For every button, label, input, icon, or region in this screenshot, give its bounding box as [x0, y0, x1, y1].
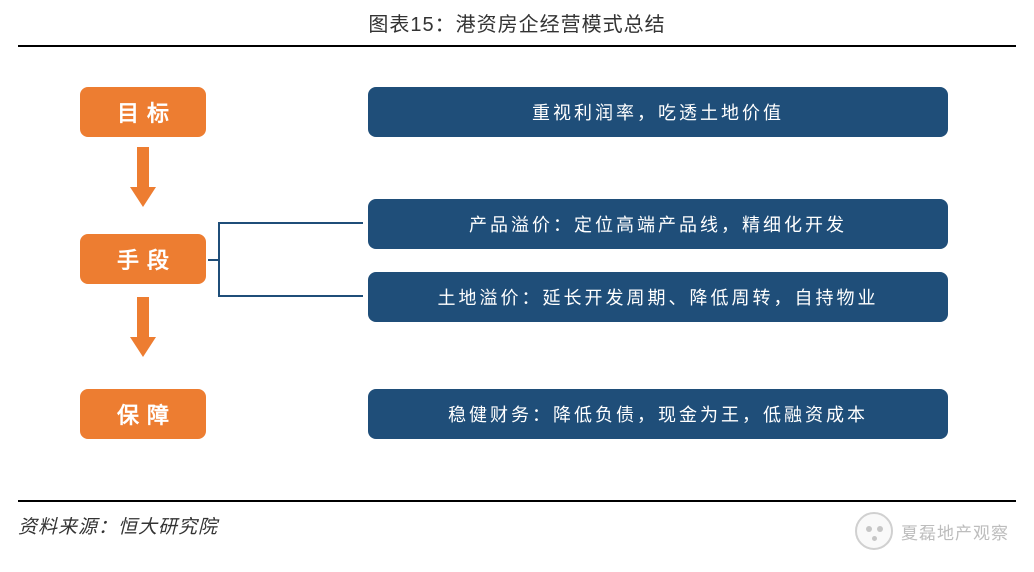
node-guarantee-desc: 稳健财务：降低负债，现金为王，低融资成本 [368, 389, 948, 439]
node-guarantee-label: 保障 [117, 398, 177, 430]
node-means-desc-a-text: 产品溢价：定位高端产品线，精细化开发 [469, 211, 847, 237]
watermark: 夏磊地产观察 [855, 512, 1009, 550]
wechat-icon [855, 512, 893, 550]
bracket-connector [218, 222, 363, 297]
arrow-down-icon [130, 297, 156, 357]
watermark-text: 夏磊地产观察 [901, 519, 1009, 544]
node-goal: 目标 [78, 85, 208, 139]
diagram-area: 目标 重视利润率，吃透土地价值 手段 产品溢价：定位高端产品线，精细化开发 土地… [18, 47, 1016, 502]
node-means-label: 手段 [117, 243, 177, 275]
node-means-desc-a: 产品溢价：定位高端产品线，精细化开发 [368, 199, 948, 249]
arrow-down-icon [130, 147, 156, 207]
chart-title-row: 图表15：港资房企经营模式总结 [18, 0, 1016, 47]
source-text: 资料来源：恒大研究院 [18, 517, 218, 538]
node-guarantee: 保障 [78, 387, 208, 441]
node-means-desc-b-text: 土地溢价：延长开发周期、降低周转，自持物业 [438, 284, 879, 310]
node-guarantee-desc-text: 稳健财务：降低负债，现金为王，低融资成本 [448, 401, 868, 427]
chart-title: 图表15：港资房企经营模式总结 [368, 14, 665, 36]
node-goal-label: 目标 [117, 96, 177, 128]
node-goal-desc-text: 重视利润率，吃透土地价值 [532, 99, 784, 125]
node-means: 手段 [78, 232, 208, 286]
node-means-desc-b: 土地溢价：延长开发周期、降低周转，自持物业 [368, 272, 948, 322]
node-goal-desc: 重视利润率，吃透土地价值 [368, 87, 948, 137]
